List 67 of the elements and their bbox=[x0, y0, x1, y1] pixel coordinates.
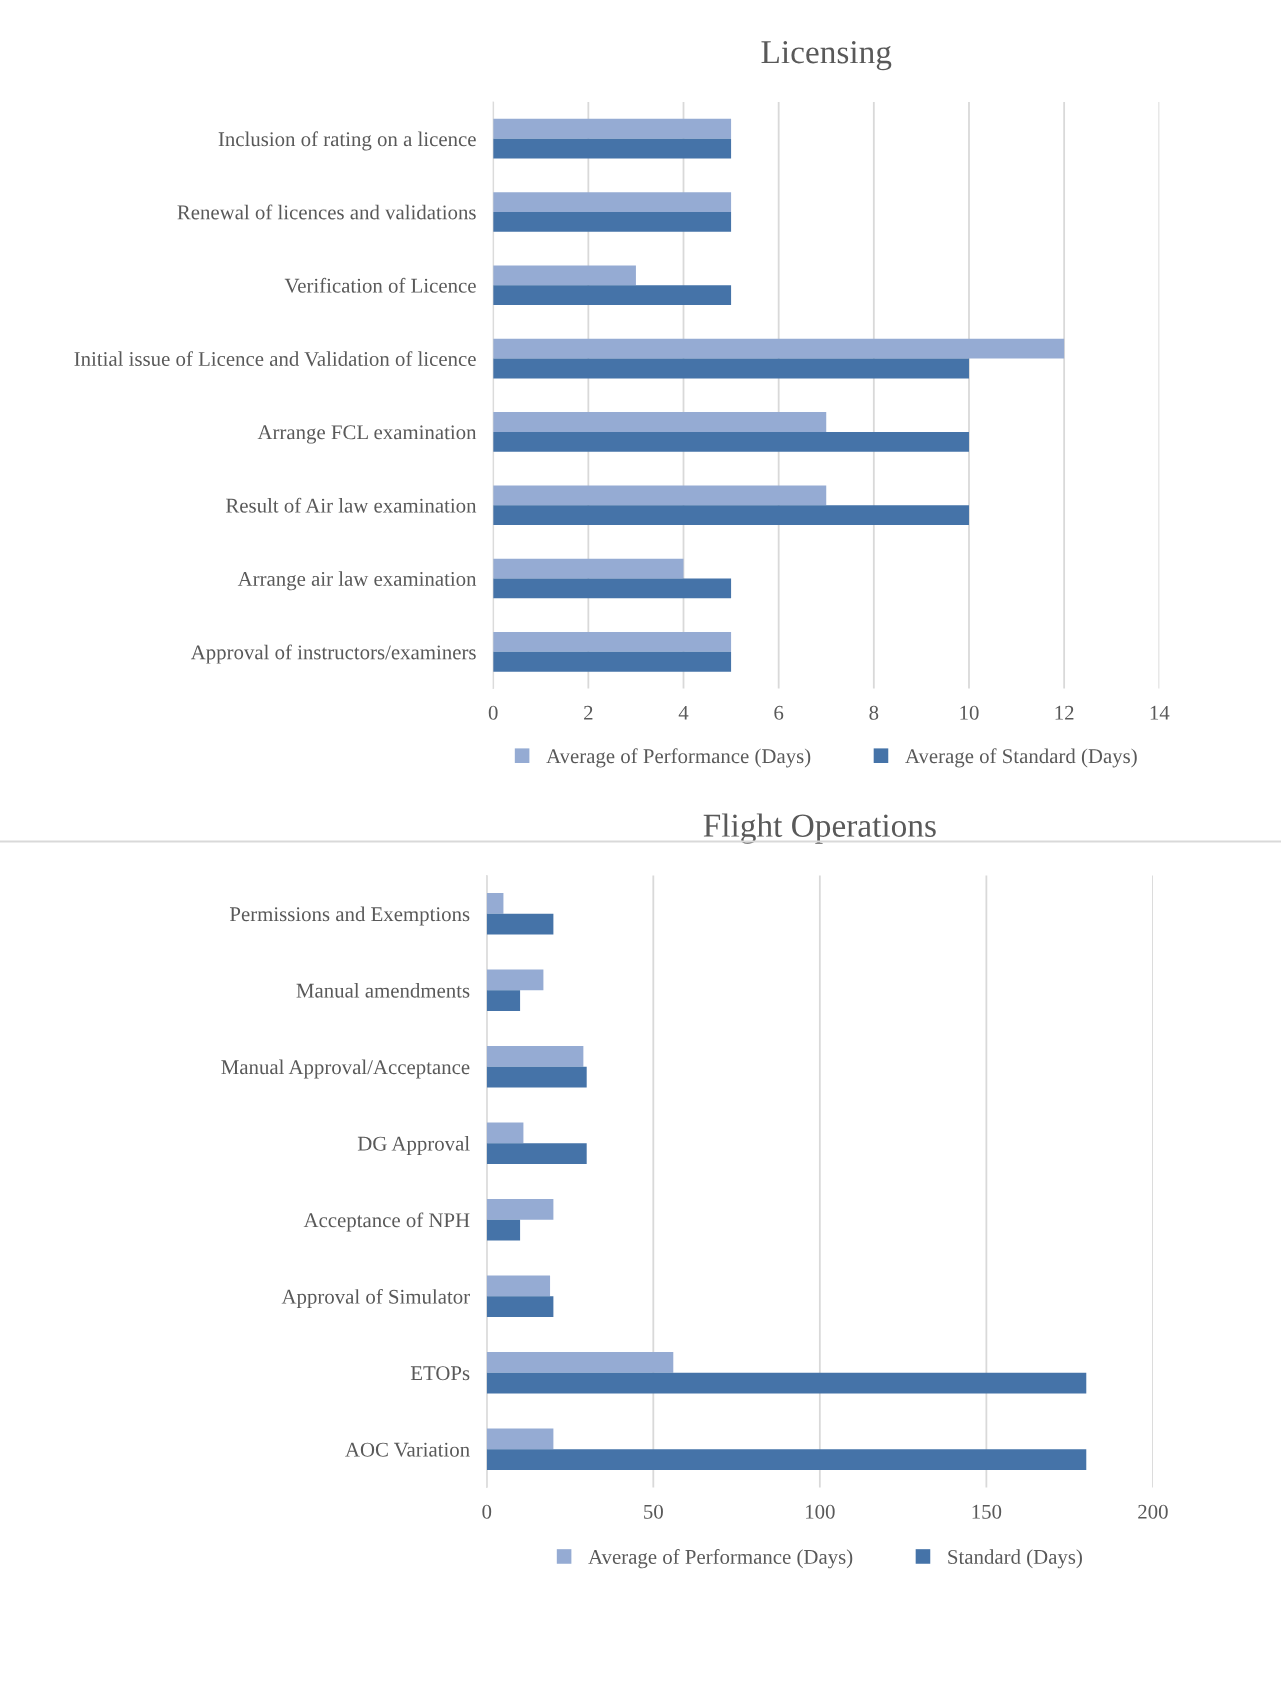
x-tick-label: 0 bbox=[482, 1504, 492, 1519]
bar bbox=[493, 265, 636, 286]
bar bbox=[486, 1122, 524, 1144]
x-tick-label: 50 bbox=[644, 1504, 663, 1519]
bar bbox=[493, 651, 732, 672]
bar bbox=[486, 1352, 674, 1373]
y-tick-label: Arrange air law examination bbox=[237, 571, 477, 591]
y-tick-label: Verification of Licence bbox=[284, 277, 476, 293]
bar bbox=[493, 558, 684, 579]
bar bbox=[493, 578, 732, 599]
bar bbox=[493, 485, 827, 506]
x-tick-label: 100 bbox=[806, 1504, 835, 1519]
y-tick-label: Result of Air law examination bbox=[226, 497, 477, 513]
bar bbox=[493, 285, 732, 306]
bar bbox=[493, 192, 732, 212]
y-tick-label: Approval of instructors/examiners bbox=[190, 644, 476, 664]
bar bbox=[486, 1296, 554, 1317]
x-tick-label: 12 bbox=[1055, 705, 1074, 720]
bar bbox=[486, 1219, 521, 1241]
bar bbox=[493, 358, 969, 379]
bar bbox=[486, 913, 554, 935]
bar bbox=[486, 1275, 551, 1297]
bar bbox=[493, 632, 732, 652]
y-tick-label: Manual amendments bbox=[296, 983, 470, 998]
bar bbox=[486, 1199, 554, 1220]
x-tick-label: 10 bbox=[960, 705, 979, 720]
bar bbox=[493, 505, 969, 526]
legend-label: Standard (Days) bbox=[948, 1549, 1082, 1569]
y-tick-label: Manual Approval/Acceptance bbox=[221, 1059, 470, 1079]
bar bbox=[493, 338, 1065, 359]
bar bbox=[486, 1449, 1087, 1470]
bar bbox=[486, 1066, 587, 1088]
bar bbox=[486, 1046, 584, 1067]
y-tick-label: Inclusion of rating on a licence bbox=[218, 131, 476, 151]
legend-label: Average of Standard (Days) bbox=[905, 748, 1137, 768]
bar bbox=[493, 211, 732, 232]
bar bbox=[486, 1372, 1087, 1394]
legend-label: Average of Performance (Days) bbox=[546, 748, 811, 768]
y-tick-label: Renewal of licences and validations bbox=[177, 204, 476, 220]
bar bbox=[493, 412, 827, 432]
x-tick-label: 2 bbox=[584, 705, 593, 720]
bar bbox=[493, 431, 969, 452]
bar bbox=[486, 893, 504, 914]
y-tick-label: ETOPs bbox=[410, 1366, 470, 1381]
x-tick-label: 14 bbox=[1150, 705, 1170, 720]
bar bbox=[486, 1428, 554, 1450]
x-tick-label: 6 bbox=[774, 705, 784, 720]
y-tick-label: Arrange FCL examination bbox=[257, 425, 477, 444]
bar bbox=[493, 138, 732, 159]
bar bbox=[486, 969, 544, 991]
legend-label: Average of Performance (Days) bbox=[588, 1549, 853, 1569]
x-tick-label: 8 bbox=[869, 705, 879, 720]
y-tick-label: Initial issue of Licence and Validation of licence bbox=[74, 351, 476, 367]
y-tick-label: Approval of Simulator bbox=[281, 1288, 470, 1309]
x-tick-label: 150 bbox=[972, 1504, 1002, 1519]
x-tick-label: 200 bbox=[1138, 1504, 1168, 1519]
y-tick-label: DG Approval bbox=[357, 1136, 470, 1155]
x-tick-label: 0 bbox=[488, 705, 498, 720]
bar bbox=[486, 990, 521, 1011]
bar bbox=[486, 1143, 587, 1164]
y-tick-label: Permissions and Exemptions bbox=[229, 906, 470, 926]
chart-title: Flight Operations bbox=[703, 813, 936, 844]
chart-title: Licensing bbox=[761, 41, 892, 71]
x-tick-label: 4 bbox=[678, 705, 689, 720]
y-tick-label: AOC Variation bbox=[345, 1442, 470, 1457]
y-tick-label: Acceptance of NPH bbox=[303, 1212, 470, 1232]
bar bbox=[493, 118, 732, 139]
